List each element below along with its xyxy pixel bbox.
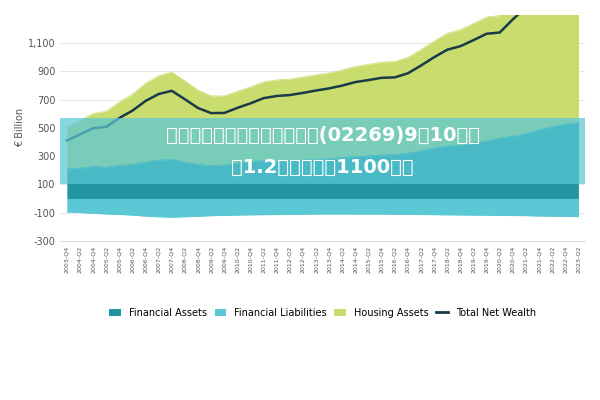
Text: 实盘配资公司配资　药明生物(02269)9月10日斥: 实盘配资公司配资 药明生物(02269)9月10日斥: [166, 126, 479, 145]
Legend: Financial Assets, Financial Liabilities, Housing Assets, Total Net Wealth: Financial Assets, Financial Liabilities,…: [106, 304, 540, 322]
Y-axis label: € Billion: € Billion: [15, 108, 25, 148]
Text: 资1.2亿港元回购1100万股: 资1.2亿港元回购1100万股: [232, 158, 414, 176]
Bar: [60, 118, 585, 184]
